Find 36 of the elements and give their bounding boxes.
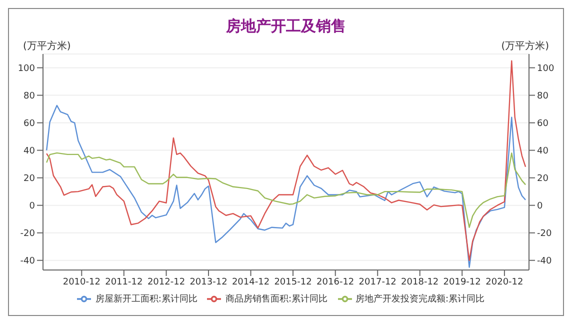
y2-tick-label: 60	[537, 118, 549, 129]
y2-tick-label: 20	[537, 174, 549, 184]
x-tick-label: 2014-12	[232, 277, 270, 288]
x-tick-label: 2015-12	[274, 277, 312, 288]
y-tick-label: 0	[29, 202, 36, 212]
y-tick-label: -20	[20, 229, 36, 240]
x-tick-label: 2010-12	[62, 277, 100, 288]
x-tick-label: 2012-12	[147, 277, 186, 288]
y2-tick-label: 0	[537, 202, 543, 212]
x-tick-label: 2019-12	[443, 277, 481, 288]
y-tick-label: -40	[20, 256, 36, 267]
y2-axis-title: (万平方米)	[501, 40, 549, 53]
y-tick-label: 100	[18, 64, 36, 74]
y-tick-label: 20	[24, 174, 36, 184]
line-series	[46, 152, 526, 228]
legend-label: 商品房销售面积:累计同比	[225, 294, 328, 304]
y-tick-label: 40	[24, 146, 36, 156]
y-tick-label: 60	[24, 118, 36, 129]
y2-tick-label: -40	[537, 256, 552, 267]
x-tick-label: 2020-12	[486, 277, 524, 288]
x-tick-label: 2018-12	[401, 277, 439, 288]
y2-tick-label: 40	[537, 146, 549, 156]
legend-label: 房地产开发投资完成额:累计同比	[356, 294, 485, 304]
chart-title: 房地产开工及销售	[224, 17, 347, 36]
line-series	[46, 104, 526, 268]
x-tick-label: 2011-12	[105, 277, 143, 288]
y-tick-label: 80	[24, 91, 36, 102]
x-tick-label: 2016-12	[316, 277, 354, 288]
x-tick-label: 2017-12	[358, 277, 396, 288]
y2-tick-label: 80	[537, 91, 549, 102]
legend-label: 房屋新开工面积:累计同比	[95, 294, 198, 304]
y-axis-title: (万平方米)	[23, 40, 71, 53]
y2-tick-label: 100	[537, 64, 554, 74]
line-series	[46, 60, 526, 261]
y2-tick-label: -20	[537, 229, 552, 240]
x-tick-label: 2013-12	[190, 277, 228, 288]
